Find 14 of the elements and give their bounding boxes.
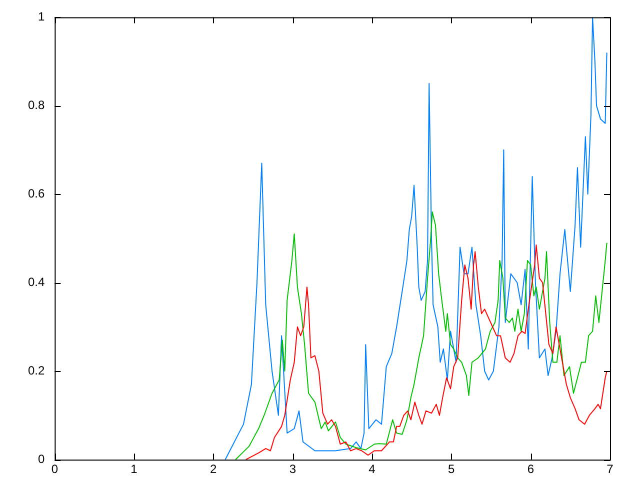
y-tick-label: 0.2: [28, 363, 45, 378]
x-tick-label: 2: [210, 462, 217, 476]
y-tick-label: 1: [38, 10, 45, 24]
x-tick-label: 7: [606, 462, 614, 476]
x-tick-label: 1: [130, 462, 138, 476]
x-tick-label: 4: [368, 462, 376, 476]
y-tick-label: 0: [38, 452, 45, 466]
x-tick-label: 6: [527, 462, 534, 476]
y-tick-label: 0.4: [28, 274, 45, 289]
x-tick-label: 5: [448, 462, 455, 476]
y-tick-label: 0.8: [28, 98, 45, 112]
x-tick-label: 0: [51, 462, 58, 476]
x-tick-label: 3: [289, 462, 296, 476]
y-tick-label: 0.6: [28, 186, 45, 200]
